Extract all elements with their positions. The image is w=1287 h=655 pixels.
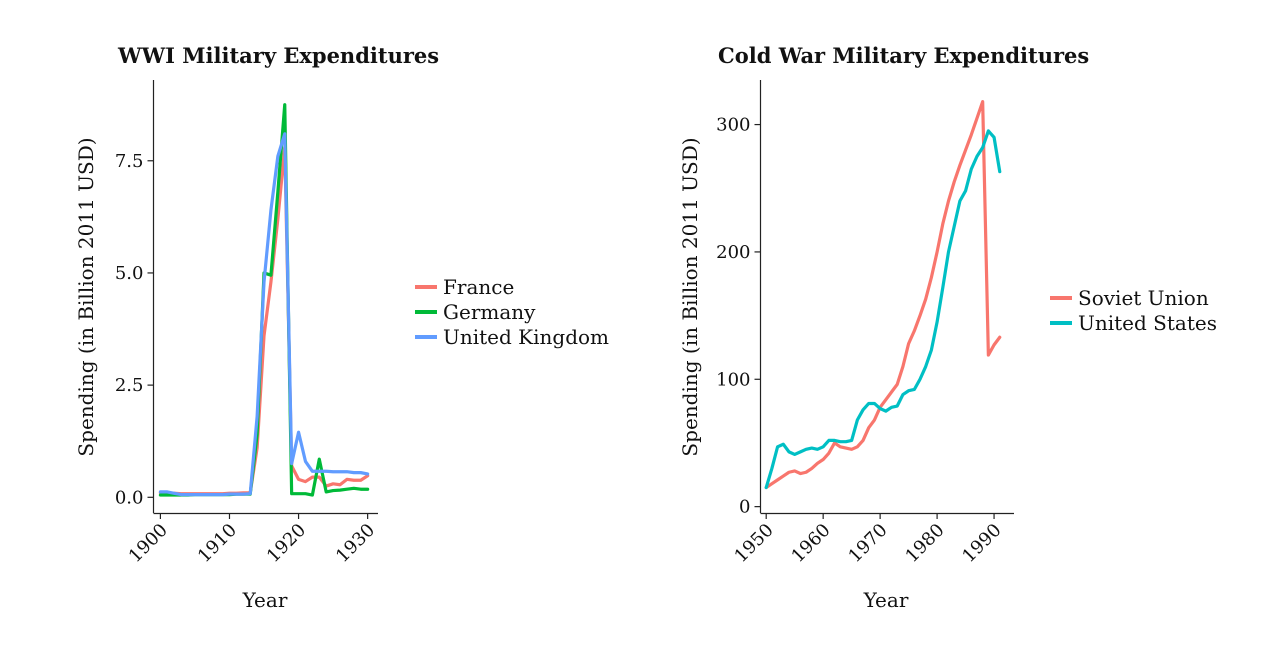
- wwi-y-tick-label: 2.5: [115, 375, 144, 396]
- cold-war-legend-label-united-states: United States: [1078, 311, 1217, 335]
- cold-war-legend-label-soviet-union: Soviet Union: [1078, 286, 1209, 310]
- wwi-y-tick-label: 5.0: [115, 263, 144, 284]
- wwi-y-tick-label: 0.0: [115, 487, 144, 508]
- wwi-x-tick-label: 1900: [125, 520, 172, 567]
- wwi-x-ticks: 1900 1910 1920 1930: [125, 513, 379, 567]
- cold-war-x-tick-label: 1980: [901, 520, 948, 567]
- cold-war-y-tick-label: 100: [716, 369, 750, 390]
- cold-war-chart-panel: Cold War Military Expenditures 0 100 200 30…: [678, 43, 1217, 612]
- cold-war-x-tick-label: 1960: [787, 520, 834, 567]
- cold-war-y-axis-label: Spending (in Billion 2011 USD): [678, 137, 702, 456]
- wwi-x-tick-label: 1920: [263, 520, 310, 567]
- cold-war-series-soviet-union: [764, 100, 1002, 490]
- cold-war-x-ticks: 1950 1960 1970 1980 1990: [730, 513, 1006, 567]
- wwi-x-tick-label: 1930: [332, 520, 379, 567]
- cold-war-series-lines: [764, 100, 1002, 490]
- wwi-chart-title: WWI Military Expenditures: [117, 43, 439, 68]
- wwi-series-united-kingdom: [158, 132, 370, 497]
- cold-war-x-tick-label: 1990: [958, 520, 1005, 567]
- wwi-series-lines: [158, 103, 370, 497]
- cold-war-plot-area: 0 100 200 300 1950 1960 1970 1980 1990: [716, 80, 1014, 567]
- cold-war-x-tick-label: 1950: [730, 520, 777, 567]
- cold-war-x-tick-label: 1970: [844, 520, 891, 567]
- wwi-y-tick-label: 7.5: [115, 151, 144, 172]
- cold-war-y-tick-label: 200: [716, 242, 750, 263]
- wwi-y-axis-label: Spending (in Billion 2011 USD): [74, 137, 98, 456]
- wwi-chart-panel: WWI Military Expenditures 0.0 2.5 5.0 7.5 1…: [74, 43, 609, 612]
- wwi-series-france: [158, 145, 370, 496]
- wwi-x-tick-label: 1910: [194, 520, 241, 567]
- wwi-plot-area: 0.0 2.5 5.0 7.5 1900 1910 1920 1930: [115, 80, 379, 567]
- wwi-legend-label-germany: Germany: [443, 300, 536, 324]
- cold-war-y-tick-label: 0: [739, 497, 750, 518]
- wwi-y-ticks: 0.0 2.5 5.0 7.5: [115, 151, 154, 508]
- cold-war-x-axis-label: Year: [863, 588, 909, 612]
- cold-war-y-tick-label: 300: [716, 115, 750, 136]
- cold-war-series-united-states: [764, 129, 1002, 490]
- wwi-x-axis-label: Year: [242, 588, 288, 612]
- wwi-legend-label-france: France: [443, 275, 514, 299]
- cold-war-chart-title: Cold War Military Expenditures: [718, 43, 1089, 68]
- wwi-legend-label-united-kingdom: United Kingdom: [443, 325, 609, 349]
- cold-war-y-ticks: 0 100 200 300: [716, 115, 761, 518]
